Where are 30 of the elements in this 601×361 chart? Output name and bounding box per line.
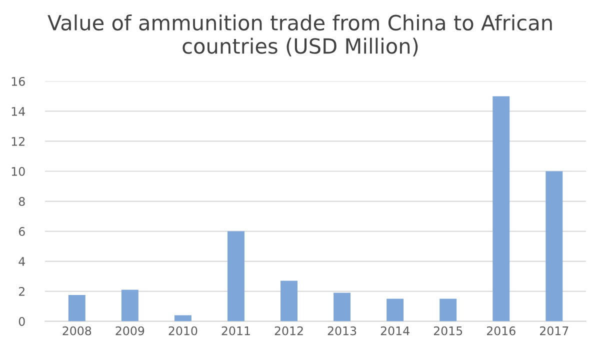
x-tick-label: 2011: [222, 326, 250, 336]
bar: [68, 295, 86, 322]
bar: [546, 171, 563, 322]
y-tick-label: 4: [18, 257, 25, 266]
y-tick-label: 12: [12, 136, 24, 146]
bar: [227, 231, 244, 322]
y-tick-label: 14: [12, 107, 25, 116]
bar: [174, 315, 192, 322]
bar: [280, 280, 298, 322]
x-tick-label: 2017: [540, 326, 568, 336]
x-tick-label: 2014: [380, 326, 410, 336]
x-tick-label: 2016: [486, 326, 516, 336]
y-tick-label: 0: [18, 317, 25, 326]
bar: [492, 96, 510, 322]
chart-title: Value of ammunition trade from China to African countries (USD Million): [48, 14, 552, 56]
bar: [334, 292, 351, 322]
y-tick-label: 2: [18, 287, 24, 296]
y-tick-label: 16: [12, 76, 25, 86]
x-tick-label: 2015: [434, 326, 462, 336]
x-tick-label: 2010: [168, 326, 198, 336]
x-tick-label: 2012: [274, 326, 303, 336]
x-tick-label: 2008: [62, 326, 92, 336]
bar: [440, 298, 457, 322]
x-tick-label: 2013: [328, 326, 356, 336]
bar: [121, 290, 138, 322]
y-tick-label: 6: [18, 226, 25, 236]
x-tick-label: 2009: [116, 326, 144, 336]
bar: [386, 298, 404, 322]
y-tick-label: 10: [12, 166, 25, 176]
y-tick-label: 8: [18, 196, 25, 206]
